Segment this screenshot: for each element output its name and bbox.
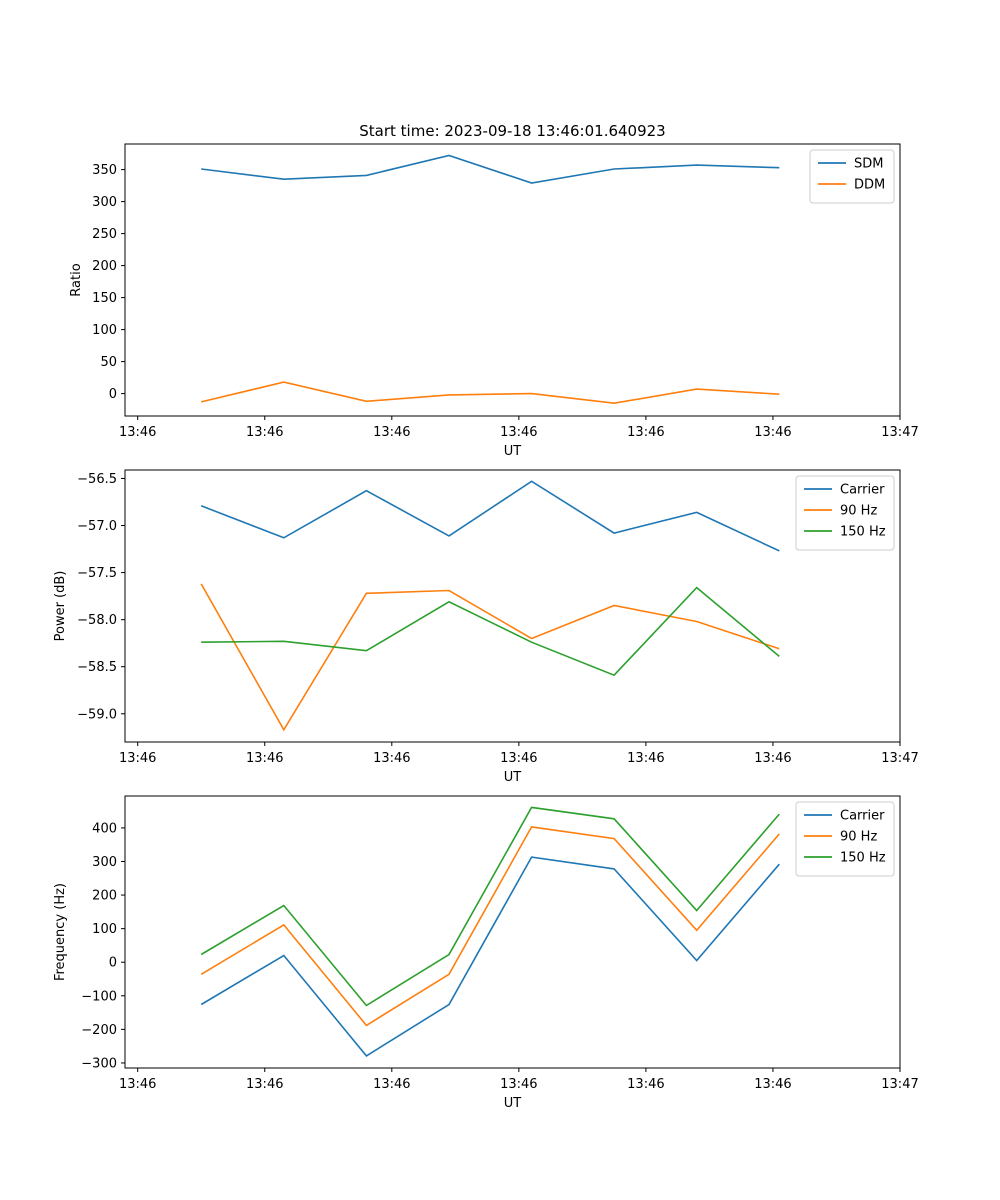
frequency-y-tick-label: −300 xyxy=(81,1056,117,1071)
frequency-y-tick-label: −100 xyxy=(81,989,117,1004)
power-y-tick-label: −57.0 xyxy=(77,519,117,534)
frequency-y-axis-label: Frequency (Hz) xyxy=(53,883,68,981)
ratio-y-tick-label: 50 xyxy=(100,355,117,370)
power-y-tick-label: −59.0 xyxy=(77,707,117,722)
power-series-carrier-line xyxy=(200,480,780,552)
power-axes-frame xyxy=(124,469,901,743)
frequency-series-150-hz-line xyxy=(200,806,780,1007)
power-legend-label-carrier: Carrier xyxy=(840,483,885,498)
ratio-axes-frame xyxy=(124,143,901,417)
ratio-y-tick-label: 0 xyxy=(109,387,117,402)
power-x-tick-label: 13:46 xyxy=(119,751,156,766)
power-x-tick-label: 13:47 xyxy=(881,751,918,766)
power-x-axis-label: UT xyxy=(504,770,522,785)
ratio-x-tick-label: 13:46 xyxy=(119,425,156,440)
frequency-legend-label-150-hz: 150 Hz xyxy=(840,851,886,866)
frequency-y-tick-label: 400 xyxy=(92,821,117,836)
power-x-tick-label: 13:46 xyxy=(754,751,791,766)
power-y-tick-label: −58.5 xyxy=(77,660,117,675)
power-x-tick-label: 13:46 xyxy=(373,751,410,766)
frequency-subplot: 13:46 13:46 13:46 13:46 13:46 13:46 13:47 −300 −… xyxy=(53,795,919,1111)
ratio-legend-label-sdm: SDM xyxy=(854,157,883,172)
ratio-subplot: 13:46 13:46 13:46 13:46 13:46 13:46 13:47 0 50 10… xyxy=(69,143,919,459)
power-y-tick-label: −58.0 xyxy=(77,613,117,628)
frequency-x-tick-label: 13:46 xyxy=(500,1077,537,1092)
ratio-legend-label-ddm: DDM xyxy=(854,178,885,193)
ratio-y-tick-label: 300 xyxy=(92,195,117,210)
frequency-legend-label-carrier: Carrier xyxy=(840,809,885,824)
ratio-x-tick-label: 13:46 xyxy=(627,425,664,440)
ratio-x-tick-label: 13:46 xyxy=(246,425,283,440)
frequency-x-tick-label: 13:46 xyxy=(754,1077,791,1092)
ratio-x-tick-label: 13:46 xyxy=(373,425,410,440)
frequency-y-tick-label: 300 xyxy=(92,855,117,870)
ratio-y-tick-label: 250 xyxy=(92,227,117,242)
frequency-y-tick-label: 0 xyxy=(109,956,117,971)
ratio-x-tick-label: 13:46 xyxy=(754,425,791,440)
frequency-x-tick-label: 13:47 xyxy=(881,1077,918,1092)
power-legend-label-150-hz: 150 Hz xyxy=(840,525,886,540)
ratio-x-tick-label: 13:46 xyxy=(500,425,537,440)
frequency-x-tick-label: 13:46 xyxy=(119,1077,156,1092)
ratio-y-tick-label: 350 xyxy=(92,163,117,178)
frequency-y-tick-label: 200 xyxy=(92,889,117,904)
frequency-x-tick-label: 13:46 xyxy=(373,1077,410,1092)
power-y-tick-label: −57.5 xyxy=(77,566,117,581)
frequency-series-carrier-line xyxy=(200,856,780,1057)
power-x-tick-label: 13:46 xyxy=(500,751,537,766)
ratio-y-axis-label: Ratio xyxy=(69,263,84,296)
figure-title: Start time: 2023-09-18 13:46:01.640923 xyxy=(359,122,665,140)
frequency-x-axis-label: UT xyxy=(504,1096,522,1111)
ratio-y-tick-label: 100 xyxy=(92,323,117,338)
frequency-x-tick-label: 13:46 xyxy=(627,1077,664,1092)
ratio-series-ddm-line xyxy=(201,381,780,405)
power-y-tick-label: −56.5 xyxy=(77,472,117,487)
power-y-axis-label: Power (dB) xyxy=(53,571,68,642)
power-x-tick-label: 13:46 xyxy=(246,751,283,766)
frequency-legend-label-90-hz: 90 Hz xyxy=(840,830,877,845)
power-series-150-hz-line xyxy=(201,586,780,677)
ratio-x-axis-label: UT xyxy=(504,444,522,459)
frequency-y-tick-label: 100 xyxy=(92,922,117,937)
power-legend-label-90-hz: 90 Hz xyxy=(840,504,877,519)
frequency-x-tick-label: 13:46 xyxy=(246,1077,283,1092)
ratio-y-tick-label: 200 xyxy=(92,259,117,274)
frequency-y-tick-label: −200 xyxy=(81,1023,117,1038)
power-subplot: 13:46 13:46 13:46 13:46 13:46 13:46 13:47 −59.0… xyxy=(53,469,919,785)
ratio-x-tick-label: 13:47 xyxy=(881,425,918,440)
power-x-tick-label: 13:46 xyxy=(627,751,664,766)
ratio-y-tick-label: 150 xyxy=(92,291,117,306)
ratio-series-sdm-line xyxy=(201,154,780,184)
frequency-axes-frame xyxy=(124,795,901,1069)
power-series-90-hz-line xyxy=(200,583,780,732)
frequency-series-90-hz-line xyxy=(200,826,780,1027)
